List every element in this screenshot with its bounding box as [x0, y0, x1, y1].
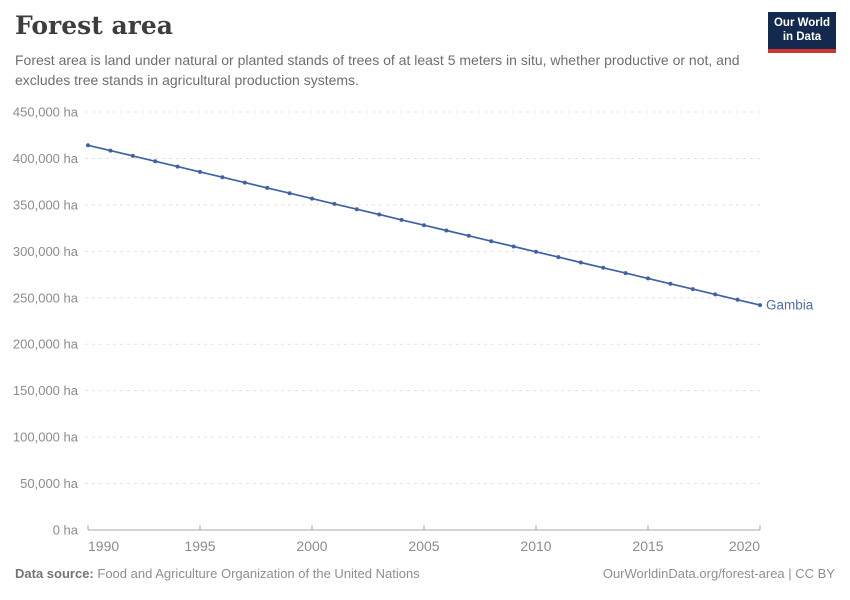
x-axis-label: 1990 — [88, 538, 119, 554]
y-axis-label: 250,000 ha — [13, 290, 79, 305]
data-point-2002[interactable] — [354, 207, 359, 212]
x-axis-label: 2005 — [408, 538, 439, 554]
y-axis-label: 450,000 ha — [13, 105, 79, 120]
data-point-2006[interactable] — [444, 228, 449, 233]
data-point-2007[interactable] — [466, 233, 471, 238]
data-source-text: Food and Agriculture Organization of the… — [97, 566, 420, 581]
data-point-2001[interactable] — [332, 201, 337, 206]
data-point-1994[interactable] — [175, 164, 180, 169]
attribution-link[interactable]: OurWorldinData.org/forest-area | CC BY — [602, 566, 835, 581]
chart-subtitle: Forest area is land under natural or pla… — [15, 52, 740, 89]
x-axis-label: 2015 — [632, 538, 663, 554]
data-point-2008[interactable] — [489, 239, 494, 244]
data-point-2017[interactable] — [690, 287, 695, 292]
entity-label[interactable]: Gambia — [766, 298, 814, 313]
owid-logo-line1: Our World — [773, 17, 830, 29]
data-point-2019[interactable] — [735, 297, 740, 302]
y-axis-label: 350,000 ha — [13, 197, 79, 212]
owid-logo[interactable]: Our World in Data — [768, 12, 836, 53]
y-axis-label: 150,000 ha — [13, 383, 79, 398]
data-point-1992[interactable] — [130, 153, 135, 158]
x-axis-label: 2000 — [296, 538, 327, 554]
data-point-2014[interactable] — [623, 271, 628, 276]
x-axis-label: 2020 — [729, 538, 760, 554]
data-point-2011[interactable] — [556, 255, 561, 260]
data-point-1999[interactable] — [287, 191, 292, 196]
data-point-2000[interactable] — [310, 196, 314, 201]
y-axis-label: 300,000 ha — [13, 244, 79, 259]
data-point-2004[interactable] — [399, 217, 404, 222]
data-source: Data source: Food and Agriculture Organi… — [15, 566, 420, 581]
data-point-2010[interactable] — [534, 249, 538, 254]
data-point-2020[interactable] — [758, 303, 762, 308]
data-point-2018[interactable] — [713, 292, 718, 297]
x-axis-label: 1995 — [184, 538, 215, 554]
y-axis-label: 200,000 ha — [13, 337, 79, 352]
data-point-1996[interactable] — [220, 175, 225, 180]
data-point-2005[interactable] — [422, 223, 426, 228]
page-title: Forest area — [15, 11, 173, 40]
data-point-1990[interactable] — [86, 143, 90, 148]
data-point-1995[interactable] — [198, 169, 202, 174]
data-point-1997[interactable] — [242, 180, 247, 185]
data-point-2016[interactable] — [668, 281, 673, 286]
data-source-label: Data source: — [15, 566, 94, 581]
data-point-1993[interactable] — [153, 159, 158, 164]
chart-footer: Data source: Food and Agriculture Organi… — [15, 566, 835, 581]
data-point-1991[interactable] — [108, 148, 113, 153]
data-point-2013[interactable] — [601, 265, 606, 270]
data-point-2012[interactable] — [578, 260, 583, 265]
owid-logo-line2: in Data — [782, 31, 822, 44]
y-axis-label: 100,000 ha — [13, 430, 79, 445]
data-point-2003[interactable] — [377, 212, 382, 217]
y-axis-label: 0 ha — [53, 523, 79, 538]
data-point-2009[interactable] — [511, 244, 516, 249]
y-axis-label: 400,000 ha — [13, 151, 79, 166]
x-axis-label: 2010 — [520, 538, 551, 554]
y-axis-label: 50,000 ha — [20, 476, 79, 491]
data-point-1998[interactable] — [265, 185, 270, 190]
data-point-2015[interactable] — [646, 276, 650, 281]
